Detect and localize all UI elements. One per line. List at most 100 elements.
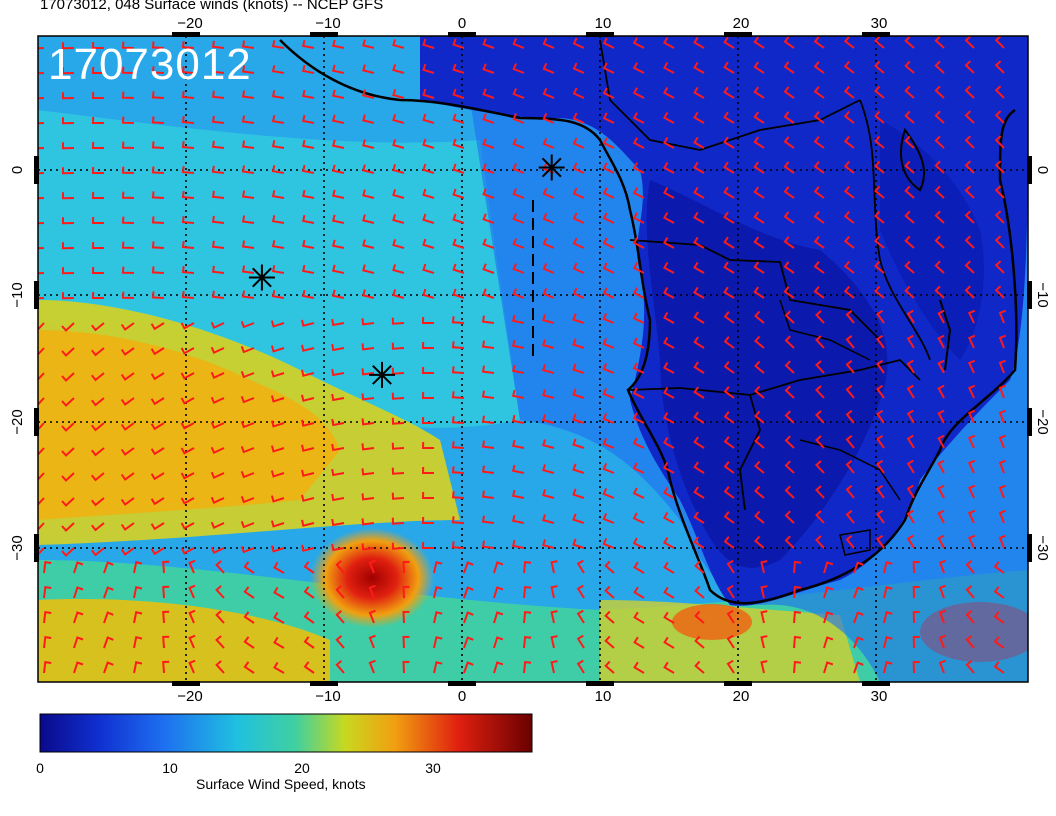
wind-barb <box>210 421 225 430</box>
wind-barb <box>815 435 825 449</box>
wind-barb <box>937 459 945 474</box>
wind-barb <box>368 659 376 674</box>
wind-barb <box>151 191 165 199</box>
wind-barb <box>693 536 705 549</box>
colorbar-tick: 20 <box>294 760 310 776</box>
wind-barb <box>523 610 532 624</box>
wind-barb <box>542 137 555 149</box>
wind-barb <box>451 366 465 374</box>
wind-barb <box>180 322 195 330</box>
wind-barb <box>663 37 675 49</box>
wind-barb <box>162 610 170 624</box>
wind-barb <box>783 161 795 174</box>
wind-barb <box>576 559 585 574</box>
wind-barb <box>391 392 405 400</box>
wind-barb <box>845 535 855 549</box>
wind-barb <box>335 585 345 599</box>
wind-barb <box>273 561 285 574</box>
wind-barb <box>602 463 615 474</box>
wind-barb <box>813 286 825 299</box>
wind-barb <box>783 36 795 49</box>
wind-barb <box>271 115 285 124</box>
wind-barb <box>211 240 225 249</box>
wind-barb <box>576 609 585 624</box>
wind-barb <box>572 187 585 199</box>
wind-barb <box>38 397 45 406</box>
wind-barb <box>938 659 947 674</box>
wind-barb <box>967 459 976 474</box>
map-title: 17073012, 048 Surface winds (knots) -- N… <box>40 0 384 13</box>
wind-barb <box>934 235 945 249</box>
wind-barb <box>906 309 915 324</box>
y-tick-left: −20 <box>9 409 26 434</box>
wind-barb <box>937 484 945 499</box>
wind-barb <box>793 560 802 574</box>
wind-barb <box>754 335 765 349</box>
wind-barb <box>43 660 52 674</box>
wind-barb <box>663 362 675 374</box>
wind-barb <box>210 446 225 455</box>
wind-barb <box>331 39 345 49</box>
wind-barb <box>934 210 945 224</box>
wind-barb <box>602 212 615 224</box>
wind-barb <box>121 41 135 49</box>
wind-barb <box>271 290 285 299</box>
wind-barb <box>91 66 104 74</box>
wind-barb <box>964 110 975 124</box>
wind-barb <box>451 341 465 349</box>
wind-barb <box>493 586 504 599</box>
wind-barb <box>845 510 855 524</box>
wind-barb <box>61 347 75 357</box>
wind-barb <box>121 216 135 224</box>
wind-barb <box>934 85 945 99</box>
wind-barb <box>723 311 735 324</box>
wind-barb <box>150 322 165 331</box>
wind-barb <box>481 540 495 549</box>
wind-barb <box>723 286 735 299</box>
wind-barb <box>512 263 525 274</box>
x-tick-top: 0 <box>458 15 466 32</box>
wind-barb <box>754 385 765 399</box>
wind-barb <box>815 485 825 499</box>
wind-barb <box>481 515 495 524</box>
wind-barb <box>934 185 945 199</box>
wind-barb <box>815 385 825 399</box>
wind-barb <box>904 110 915 124</box>
wind-barb <box>693 411 705 424</box>
wind-barb <box>215 585 225 599</box>
wind-barb <box>602 112 615 124</box>
wind-barb <box>463 611 474 624</box>
wind-barb <box>783 136 795 149</box>
colorbar <box>39 713 533 753</box>
wind-barb <box>967 384 976 399</box>
wind-barb <box>876 534 885 549</box>
wind-barb <box>421 491 434 499</box>
wind-barb <box>572 338 585 349</box>
wind-barb <box>550 635 558 649</box>
wind-barb <box>967 359 976 374</box>
wind-barb <box>994 110 1005 124</box>
wind-barb <box>91 216 104 224</box>
wind-barb <box>493 636 504 649</box>
wind-barb <box>726 659 735 674</box>
wind-barb <box>241 265 255 274</box>
wind-barb <box>301 494 315 502</box>
wind-barb <box>302 64 315 74</box>
wind-barb <box>813 261 825 274</box>
wind-barb <box>243 636 255 649</box>
wind-barb <box>362 239 375 249</box>
wind-barb <box>723 111 735 124</box>
wind-barb <box>723 361 735 374</box>
wind-barb <box>523 635 532 649</box>
wind-barb <box>663 611 675 624</box>
wind-barb <box>38 447 45 456</box>
wind-barb <box>463 636 474 649</box>
wind-barb <box>843 135 855 149</box>
wind-barb <box>723 511 735 524</box>
wind-barb <box>301 319 315 327</box>
wind-barb <box>512 163 525 174</box>
wind-barb <box>391 542 405 550</box>
wind-barb <box>663 287 675 299</box>
wind-barb <box>572 37 585 49</box>
wind-barb <box>91 322 105 332</box>
